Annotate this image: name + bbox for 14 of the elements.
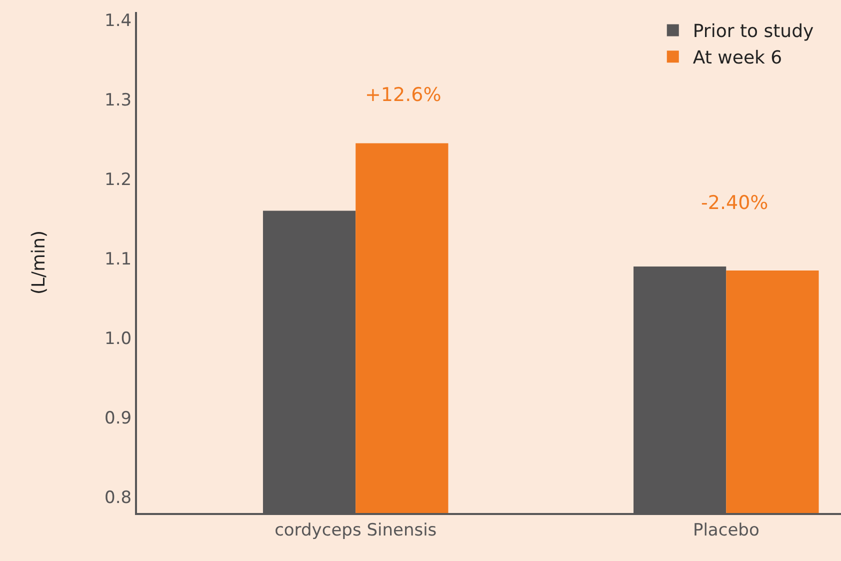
legend-label: At week 6 [692, 48, 782, 69]
legend-label: Prior to study [692, 21, 814, 42]
y-axis-title: (L/min) [28, 230, 50, 295]
y-tick-label: 1.1 [104, 249, 132, 270]
x-tick-label: Placebo [692, 520, 760, 540]
y-tick-label: 1.3 [104, 90, 132, 110]
y-tick-label: 0.9 [104, 408, 132, 429]
y-tick-label: 0.8 [104, 488, 132, 508]
y-tick-label: 1.4 [104, 10, 132, 31]
y-tick-label: 1.2 [104, 170, 132, 190]
x-tick-label: cordyceps Sinensis [274, 520, 437, 540]
y-tick-label: 1.0 [104, 329, 132, 349]
annotation: -2.40% [701, 192, 768, 214]
annotation: +12.6% [365, 84, 442, 106]
